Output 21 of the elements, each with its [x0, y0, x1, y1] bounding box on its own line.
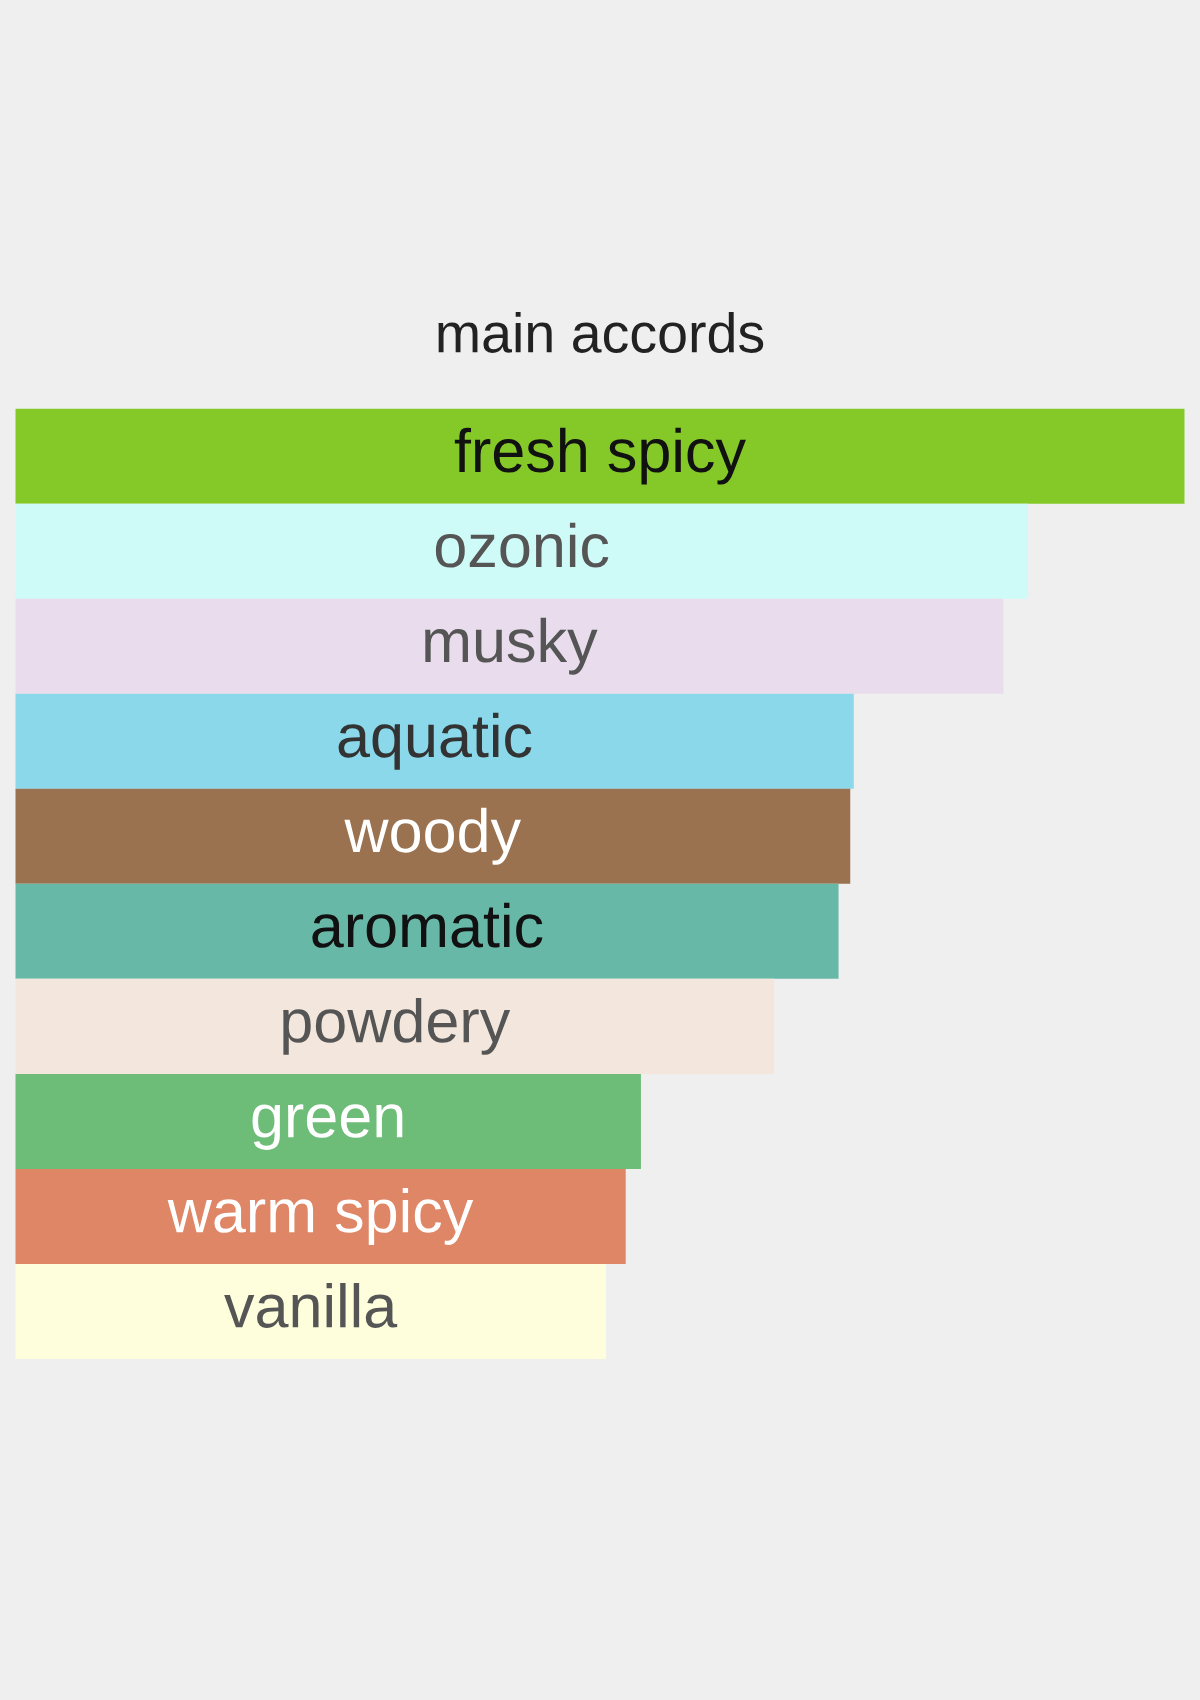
- y-tick-label: powdery: [283, 997, 511, 1055]
- chart-title: main accords: [438, 312, 764, 353]
- bar: [15, 883, 839, 979]
- bar: [15, 1073, 641, 1169]
- bar: [15, 978, 775, 1074]
- bar: [15, 693, 854, 789]
- y-tick-label: musky: [425, 617, 598, 675]
- y-tick-label: vanilla: [224, 1283, 398, 1328]
- bar: [15, 788, 851, 884]
- bar: [15, 408, 1185, 504]
- bar: [15, 598, 1004, 694]
- bar: [15, 503, 1028, 599]
- y-tick-label: aquatic: [338, 712, 532, 770]
- y-tick-label: ozonic: [435, 522, 609, 568]
- bar: [15, 1263, 606, 1359]
- y-tick-label: aromatic: [312, 902, 543, 948]
- bar: [15, 1168, 626, 1264]
- y-tick-label: fresh spicy: [454, 427, 746, 485]
- y-tick-label: warm spicy: [167, 1187, 474, 1245]
- y-tick-label: green: [252, 1104, 403, 1150]
- y-tick-label: woody: [344, 807, 521, 865]
